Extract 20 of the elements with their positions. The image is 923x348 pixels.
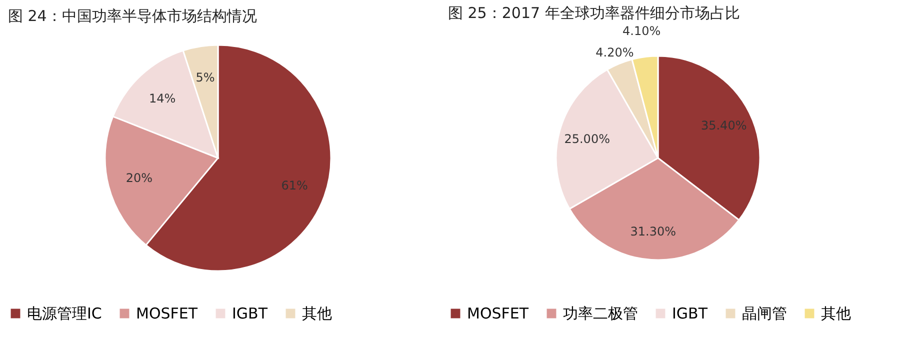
data-label: 31.30%: [630, 224, 676, 238]
data-label: 25.00%: [564, 132, 610, 146]
legend-label: 其他: [821, 304, 851, 323]
data-label: 14%: [148, 92, 176, 106]
chart-title: 图 25：2017 年全球功率器件细分市场占比: [448, 4, 740, 22]
data-label: 5%: [196, 70, 215, 85]
legend-label: MOSFET: [467, 304, 530, 323]
data-label: 4.10%: [622, 24, 661, 38]
data-label: 61%: [281, 178, 308, 193]
data-label: 35.40%: [700, 118, 747, 132]
legend-label: MOSFET: [136, 304, 198, 323]
data-label: 4.20%: [596, 46, 634, 60]
legend-label: 其他: [302, 304, 332, 323]
legend-label: 功率二极管: [563, 304, 638, 323]
legend-label: IGBT: [672, 304, 708, 323]
legend-label: 晶闸管: [742, 304, 787, 323]
data-label: 20%: [126, 171, 153, 186]
chart-title: 图 24：中国功率半导体市场结构情况: [8, 7, 257, 25]
legend-label: IGBT: [232, 304, 268, 323]
legend-label: 电源管理IC: [27, 304, 102, 323]
